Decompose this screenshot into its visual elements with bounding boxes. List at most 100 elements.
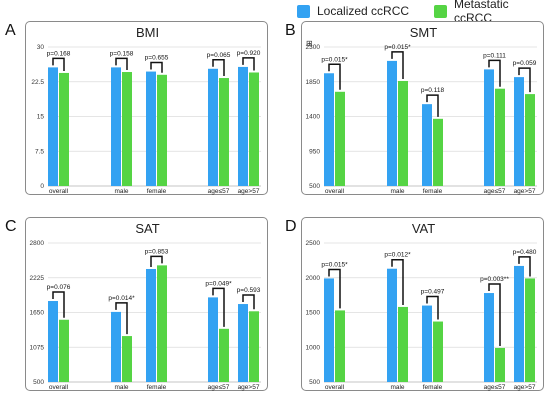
sat-bar-metastatic	[122, 336, 132, 382]
vat-bar-localized	[422, 305, 432, 382]
vat-chart-title: VAT	[412, 221, 435, 236]
bmi-p-value-label: p=0.158	[110, 50, 134, 57]
sat-category-label: female	[147, 384, 167, 391]
bmi-category-label: overall	[49, 188, 69, 195]
smt-bar-metastatic	[335, 91, 345, 186]
smt-p-value-label: p=0.015*	[321, 56, 348, 63]
bmi-bar-metastatic	[59, 72, 69, 186]
sat-category-label: male	[114, 384, 128, 391]
sat-chart-svg: SAT 500 1075 1650 2225 2800 p=0.076 overall p=0.…	[30, 221, 261, 391]
sat-significance-bracket	[115, 302, 128, 335]
smt-significance-bracket	[426, 94, 439, 117]
vat-y-tick-label: 2500	[306, 240, 321, 247]
panel-letter-a: A	[5, 22, 16, 39]
vat-chart-panel: VAT 500 1000 1500 2000 2500 p=0.015* overall p=0…	[301, 217, 544, 391]
bmi-chart-panel: BMI 0 7.5 15 22.5 30 p=0.168 overall p=0.158 male…	[25, 21, 268, 195]
sat-p-value-label: p=0.014*	[108, 295, 135, 302]
vat-bar-metastatic	[495, 347, 505, 382]
vat-y-tick-label: 1500	[306, 310, 321, 317]
panel-letter-c: C	[5, 218, 17, 235]
legend-metastatic: Metastatic ccRCC	[434, 0, 550, 25]
sat-p-value-label: p=0.076	[47, 284, 71, 291]
sat-significance-bracket	[52, 291, 65, 318]
vat-significance-bracket	[488, 283, 501, 346]
bmi-p-value-label: p=0.655	[145, 55, 169, 62]
vat-p-value-label: p=0.012*	[384, 252, 411, 259]
vat-chart-svg: VAT 500 1000 1500 2000 2500 p=0.015* overall p=0…	[306, 221, 537, 391]
vat-p-value-label: p=0.480	[513, 249, 537, 256]
legend-localized: Localized ccRCC	[297, 2, 409, 20]
bmi-y-tick-label: 0	[40, 183, 44, 190]
vat-bar-metastatic	[335, 310, 345, 382]
smt-chart-svg: SMT⊞500950140018502300p=0.015*overallp=0…	[306, 25, 537, 195]
vat-bar-localized	[387, 268, 397, 382]
sat-category-label: overall	[49, 384, 69, 391]
smt-significance-bracket	[488, 59, 501, 87]
smt-bar-localized	[514, 77, 524, 186]
smt-y-tick-label: 950	[309, 148, 320, 155]
sat-category-label: age>57	[238, 384, 260, 391]
bmi-bar-localized	[48, 67, 58, 186]
vat-bar-localized	[324, 278, 334, 382]
sat-bar-metastatic	[157, 265, 167, 382]
sat-chart-title: SAT	[135, 221, 159, 236]
sat-significance-bracket	[150, 255, 163, 267]
bmi-significance-bracket	[242, 57, 255, 71]
sat-bar-metastatic	[219, 328, 229, 382]
vat-p-value-label: p=0.015*	[321, 261, 348, 268]
smt-y-tick-label: 1400	[306, 114, 321, 121]
smt-category-label: female	[423, 188, 443, 195]
smt-y-tick-label: 2300	[306, 44, 321, 51]
smt-extra-mark: ⊞	[306, 39, 313, 48]
bmi-p-value-label: p=0.168	[47, 50, 71, 57]
smt-bar-metastatic	[525, 94, 535, 186]
smt-category-label: age>57	[514, 188, 536, 195]
bmi-y-tick-label: 22.5	[31, 79, 44, 86]
vat-y-tick-label: 1000	[306, 344, 321, 351]
smt-significance-bracket	[328, 63, 341, 90]
smt-bar-localized	[324, 73, 334, 186]
bmi-bar-metastatic	[219, 78, 229, 186]
vat-bar-localized	[484, 293, 494, 382]
sat-significance-bracket	[242, 294, 255, 310]
vat-bar-metastatic	[525, 278, 535, 382]
vat-significance-bracket	[426, 295, 439, 320]
smt-bar-metastatic	[398, 80, 408, 186]
sat-p-value-label: p=0.593	[237, 287, 261, 294]
smt-category-label: male	[390, 188, 404, 195]
vat-significance-bracket	[328, 268, 341, 309]
sat-bar-metastatic	[59, 319, 69, 382]
bmi-bar-metastatic	[122, 72, 132, 186]
bmi-y-tick-label: 30	[37, 44, 45, 51]
bmi-p-value-label: p=0.065	[207, 52, 231, 59]
vat-p-value-label: p=0.003**	[480, 276, 509, 283]
smt-bar-metastatic	[495, 88, 505, 186]
sat-bar-localized	[48, 301, 58, 382]
bmi-y-tick-label: 15	[37, 114, 45, 121]
bmi-chart-title: BMI	[136, 25, 159, 40]
smt-bar-localized	[387, 60, 397, 186]
sat-bar-localized	[238, 304, 248, 382]
vat-category-label: overall	[325, 384, 345, 391]
sat-y-tick-label: 2800	[30, 240, 45, 247]
smt-category-label: age≤57	[484, 188, 506, 195]
vat-category-label: age≤57	[484, 384, 506, 391]
sat-y-tick-label: 2225	[30, 275, 45, 282]
smt-category-label: overall	[325, 188, 345, 195]
bmi-bar-metastatic	[249, 72, 259, 186]
smt-y-tick-label: 500	[309, 183, 320, 190]
smt-bar-localized	[422, 104, 432, 186]
smt-significance-bracket	[391, 51, 404, 79]
sat-y-tick-label: 1650	[30, 310, 45, 317]
panel-letter-b: B	[285, 22, 296, 39]
vat-bar-metastatic	[433, 321, 443, 382]
bmi-bar-localized	[208, 68, 218, 186]
smt-significance-bracket	[518, 67, 531, 93]
vat-category-label: female	[423, 384, 443, 391]
bmi-significance-bracket	[212, 59, 225, 77]
bmi-category-label: age>57	[238, 188, 260, 195]
smt-chart-panel: SMT ⊞ 500 950 1400 1850 2300 p=0.015* overall p=0…	[301, 21, 544, 195]
vat-category-label: age>57	[514, 384, 536, 391]
smt-bar-metastatic	[433, 118, 443, 186]
